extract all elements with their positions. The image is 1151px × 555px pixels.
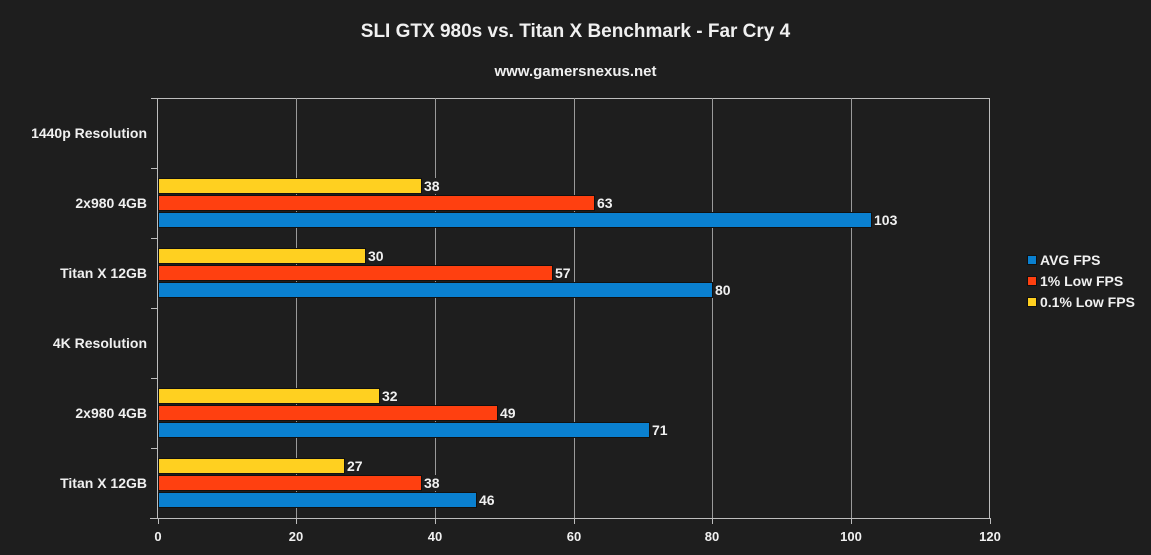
bar-0.1pct-low [158,178,422,194]
bar-1pct-low [158,475,422,491]
bar-avg [158,282,713,298]
bar-0.1pct-low [158,388,380,404]
x-tick-label: 40 [427,529,443,544]
category-label-2x980-1440p: 2x980 4GB [75,195,147,211]
x-tick-label: 100 [840,529,862,544]
legend-item-avg: AVG FPS [1027,249,1135,270]
value-label: 30 [366,248,386,264]
value-label: 32 [380,388,400,404]
value-label: 63 [595,195,615,211]
category-label-titanx-1440p: Titan X 12GB [60,265,147,281]
legend-swatch-avg [1027,254,1037,265]
category-label-2x980-4k: 2x980 4GB [75,405,147,421]
x-tick [296,518,297,524]
x-tick [158,518,159,524]
value-label: 38 [422,178,442,194]
y-tick [151,448,157,449]
bar-1pct-low [158,195,595,211]
y-tick [151,238,157,239]
legend-swatch-1pct-low [1027,275,1037,286]
bar-avg [158,422,650,438]
gridline-100 [851,98,852,518]
x-tick [435,518,436,524]
bar-0.1pct-low [158,248,366,264]
gridline-40 [435,98,436,518]
x-tick-label: 0 [154,529,162,544]
y-tick [151,98,157,99]
value-label: 80 [713,282,733,298]
gridline-60 [574,98,575,518]
value-label: 38 [422,475,442,491]
bar-0.1pct-low [158,458,345,474]
x-tick [712,518,713,524]
category-label-titanx-4k: Titan X 12GB [60,475,147,491]
value-label: 46 [477,492,497,508]
value-label: 27 [345,458,365,474]
legend-item-1pct-low: 1% Low FPS [1027,270,1135,291]
legend-item-0.1pct-low: 0.1% Low FPS [1027,291,1135,312]
x-axis [150,518,991,519]
bar-1pct-low [158,265,553,281]
y-axis [157,98,158,519]
x-tick-label: 120 [979,529,1001,544]
value-label: 71 [650,422,670,438]
category-label-1440p: 1440p Resolution [31,125,147,141]
category-label-4k: 4K Resolution [52,335,147,351]
y-tick [151,168,157,169]
legend-label: 0.1% Low FPS [1040,293,1135,310]
bar-1pct-low [158,405,498,421]
value-label: 49 [498,405,518,421]
legend-swatch-0.1pct-low [1027,296,1037,307]
chart-subtitle: www.gamersnexus.net [494,63,657,80]
y-tick [151,378,157,379]
chart-title: SLI GTX 980s vs. Titan X Benchmark - Far… [360,21,791,42]
bar-avg [158,492,477,508]
legend: AVG FPS 1% Low FPS 0.1% Low FPS [1027,249,1135,312]
value-label: 57 [553,265,573,281]
x-tick-label: 60 [566,529,582,544]
legend-label: AVG FPS [1040,251,1101,268]
value-label: 103 [872,212,900,228]
legend-label: 1% Low FPS [1040,272,1124,289]
y-tick [151,308,157,309]
gridline-20 [296,98,297,518]
x-tick-label: 20 [288,529,304,544]
x-tick [990,518,991,524]
gridline-80 [712,98,713,518]
bar-avg [158,212,872,228]
x-tick-label: 80 [704,529,720,544]
x-tick [574,518,575,524]
x-tick [851,518,852,524]
